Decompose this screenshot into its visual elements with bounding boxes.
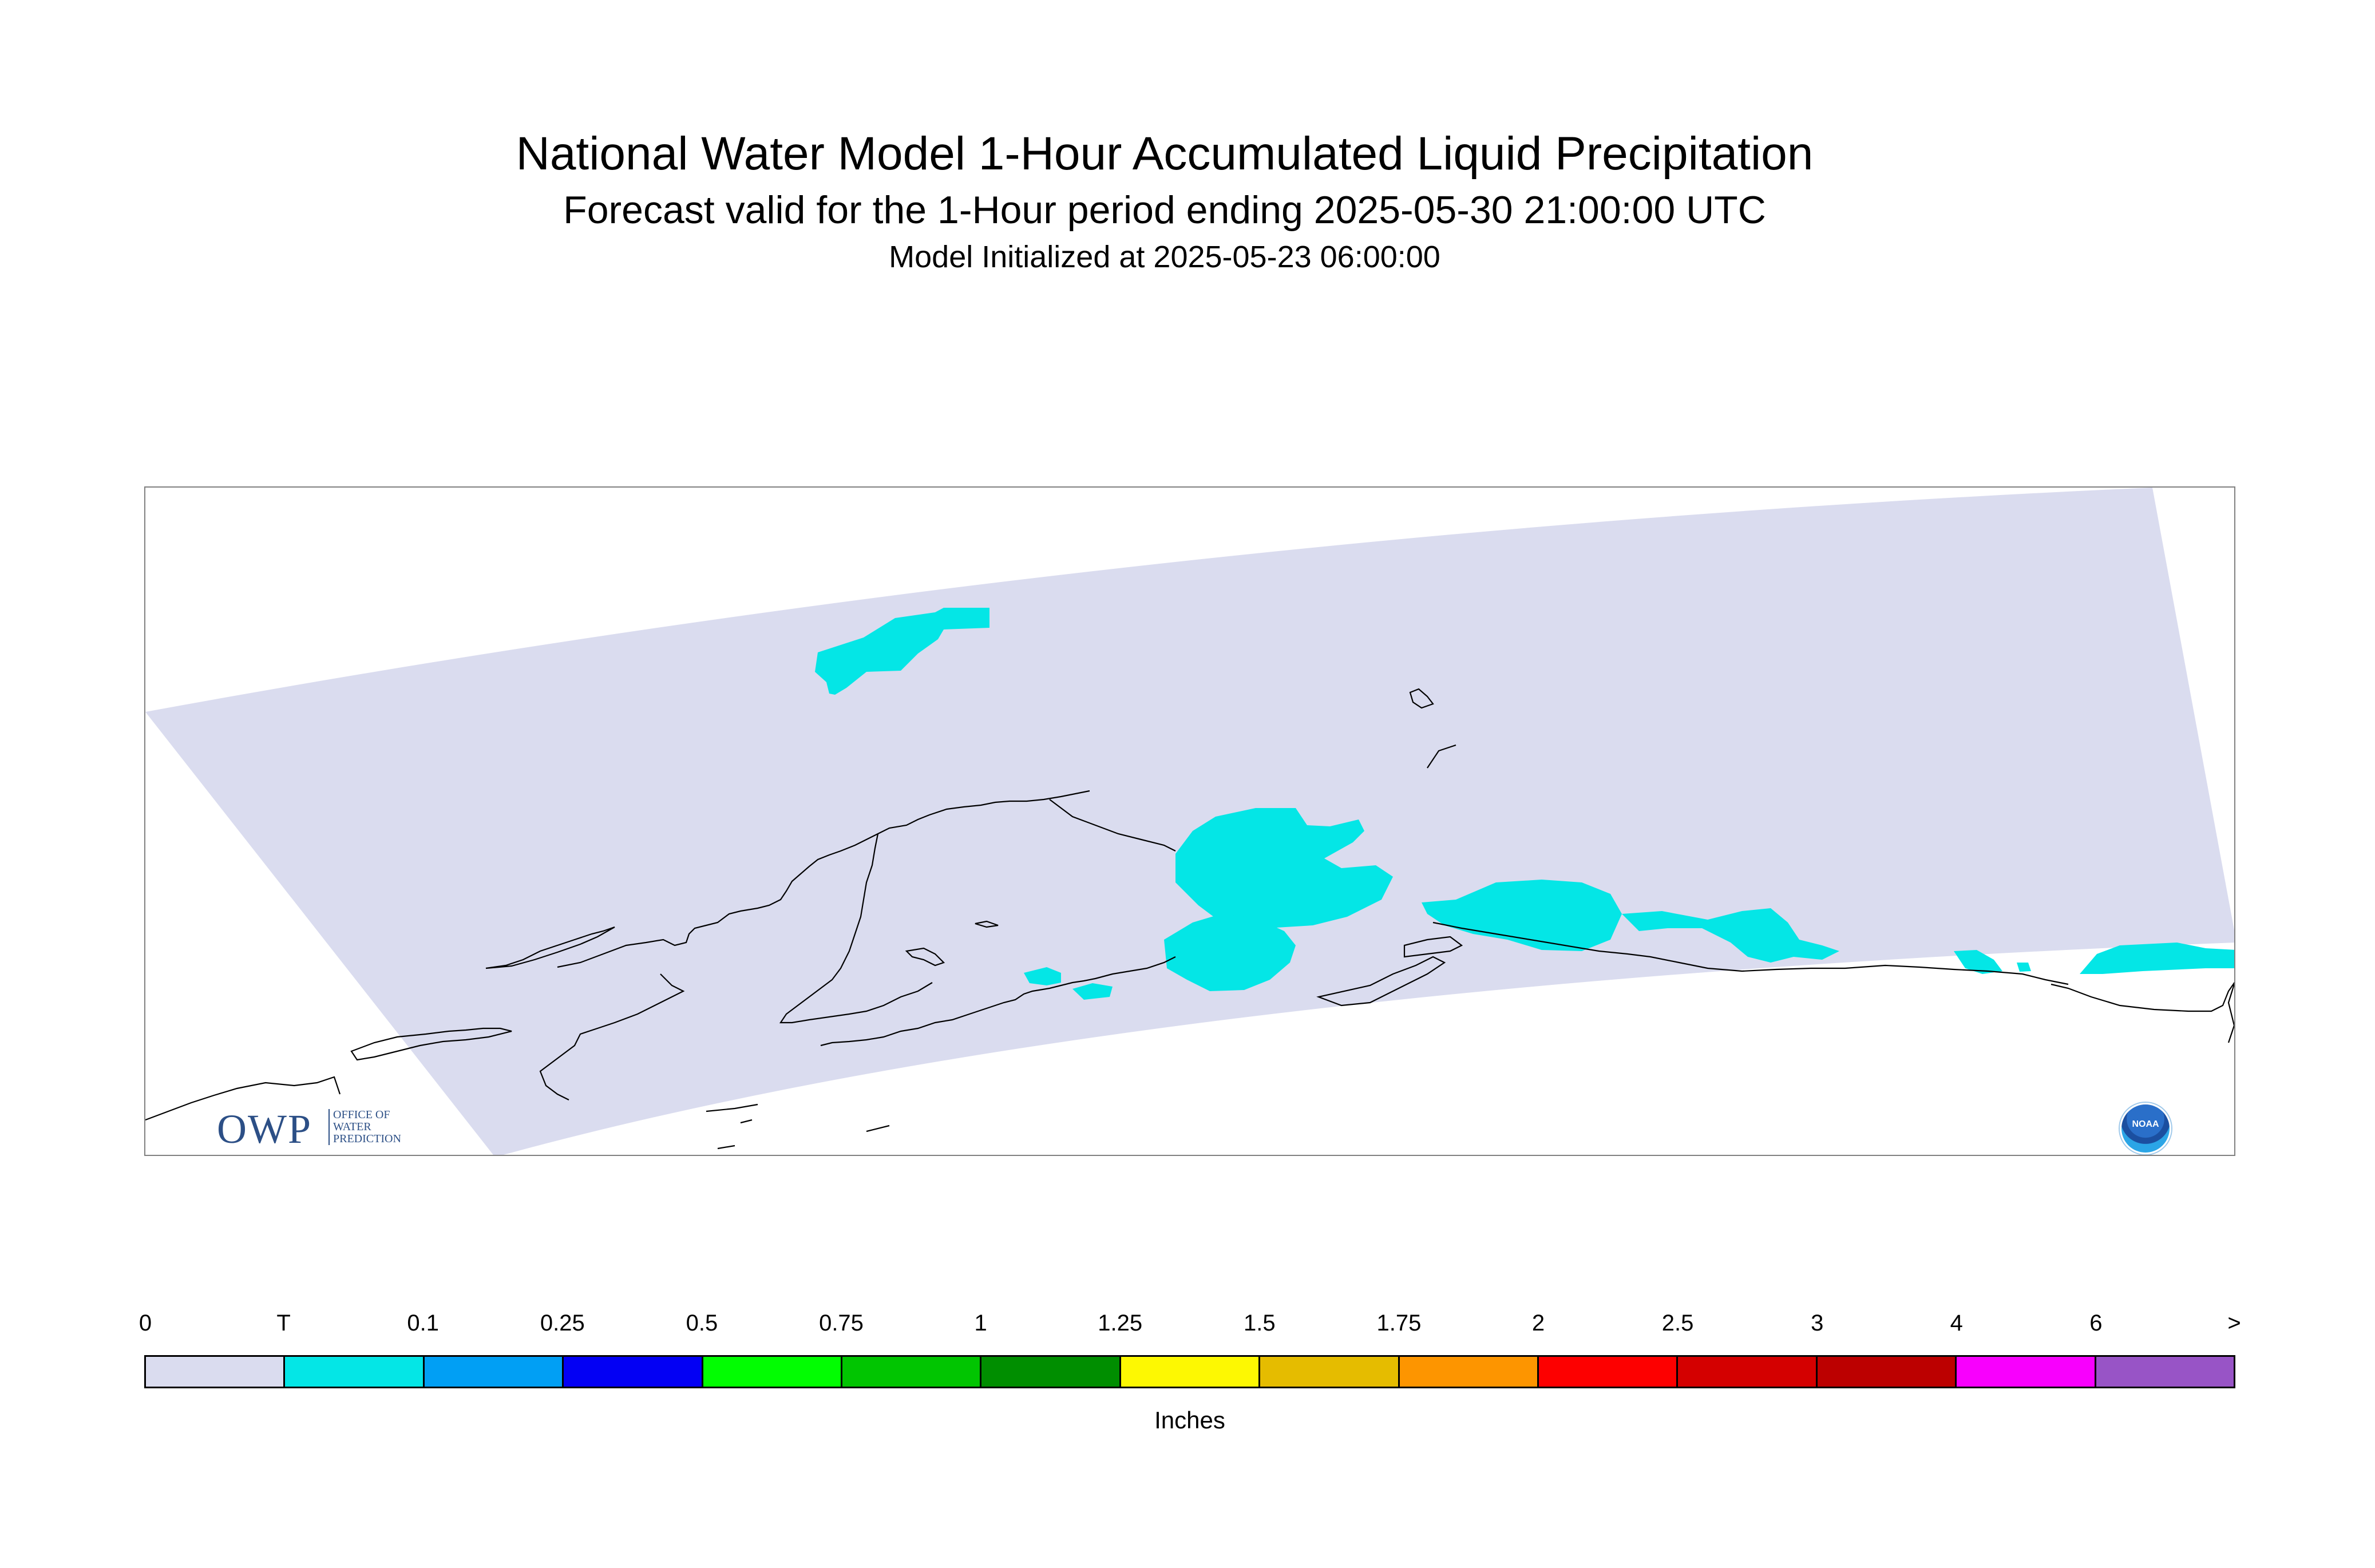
coastline-west-bay — [350, 1027, 512, 1061]
coastline-peninsula — [779, 833, 933, 1024]
coastline-far-east — [2051, 981, 2234, 1012]
noaa-logo-text: NOAA — [2132, 1119, 2159, 1129]
coastline-long-island — [485, 926, 615, 969]
legend-tick-label: 1 — [974, 1310, 987, 1336]
owp-logo-line: OFFICE OF — [333, 1108, 390, 1121]
map-panel: OWP OFFICE OF WATER PREDICTION NOAA — [144, 486, 2235, 1156]
legend-tick-label: > — [2227, 1310, 2241, 1336]
legend-tick-label: 0 — [138, 1310, 152, 1336]
coastline-sound — [1403, 936, 1463, 958]
precip-area-east-2 — [1622, 908, 1839, 963]
legend-swatch — [1121, 1357, 1261, 1387]
coastline-upper-west — [557, 790, 1090, 968]
legend-swatch — [1539, 1357, 1679, 1387]
coastline-south-islands — [820, 956, 1176, 1047]
precip-area-north — [815, 608, 989, 695]
legend-tick-label: 0.25 — [540, 1310, 585, 1336]
legend-swatch — [424, 1357, 564, 1387]
legend-tick-label: T — [276, 1310, 291, 1336]
legend-tick-label: 1.5 — [1243, 1310, 1276, 1336]
coastline-east-edge — [2227, 982, 2234, 1043]
coastline-bay — [1316, 956, 1446, 1007]
owp-logo-line: PREDICTION — [333, 1133, 401, 1145]
legend-units-label: Inches — [1154, 1407, 1225, 1434]
precip-areas — [815, 608, 2234, 1000]
model-domain-area — [145, 488, 2234, 1155]
legend-tick-label: 3 — [1811, 1310, 1824, 1336]
legend-swatch — [1957, 1357, 2096, 1387]
legend-tick-label: 6 — [2089, 1310, 2103, 1336]
owp-logo-letters: OWP — [217, 1106, 312, 1152]
precip-area-central-north — [1175, 808, 1393, 928]
legend-swatch — [842, 1357, 982, 1387]
legend-tick-label: 0.75 — [819, 1310, 864, 1336]
coastline-island-1 — [905, 947, 945, 967]
precip-map — [145, 488, 2234, 1155]
legend-tick-label: 1.25 — [1098, 1310, 1143, 1336]
coastline-mainland — [145, 1076, 341, 1121]
coastline-bay-north — [1427, 744, 1456, 769]
legend-swatch — [2096, 1357, 2234, 1387]
coastline-southwest — [706, 1103, 890, 1150]
coastline-east-main — [1432, 921, 2069, 985]
owp-logo: OWP OFFICE OF WATER PREDICTION — [217, 1106, 401, 1153]
owp-logo-line: WATER — [333, 1120, 371, 1133]
legend-swatch — [285, 1357, 425, 1387]
precip-area-small-west — [1024, 967, 1113, 1000]
owp-logo-subtitle: OFFICE OF WATER PREDICTION — [328, 1109, 401, 1145]
map-title: National Water Model 1-Hour Accumulated … — [516, 128, 1814, 180]
legend-swatch — [1399, 1357, 1539, 1387]
coastline-inlet — [1049, 799, 1176, 852]
legend-tick-label: 2.5 — [1661, 1310, 1694, 1336]
coastline-lake — [1409, 688, 1434, 709]
coastline-island-2 — [975, 920, 999, 928]
map-subtitle: Forecast valid for the 1-Hour period end… — [563, 188, 1766, 232]
legend-tick-label: 1.75 — [1376, 1310, 1422, 1336]
precip-area-central-south — [1164, 914, 1296, 991]
coastlines — [145, 688, 2234, 1150]
init-time-label: Model Initialized at 2025-05-23 06:00:00 — [889, 240, 1440, 274]
legend-swatch — [703, 1357, 843, 1387]
legend-tick-label: 4 — [1950, 1310, 1963, 1336]
legend-tick-label: 2 — [1531, 1310, 1545, 1336]
legend-tick-label: 0.5 — [686, 1310, 718, 1336]
legend-swatch — [1817, 1357, 1957, 1387]
precip-area-far-east — [2080, 943, 2234, 974]
legend-swatch — [1260, 1357, 1400, 1387]
legend-swatch — [146, 1357, 286, 1387]
coastline-west-peninsula — [539, 973, 685, 1100]
noaa-logo: NOAA — [2120, 1103, 2171, 1154]
precip-area-east-1 — [1422, 880, 1622, 951]
precip-area-east-3 — [1954, 950, 2031, 974]
legend-swatch — [981, 1357, 1121, 1387]
legend-swatch — [564, 1357, 703, 1387]
legend-tick-label: 0.1 — [407, 1310, 439, 1336]
legend-color-bar — [144, 1355, 2235, 1388]
legend-swatch — [1678, 1357, 1818, 1387]
